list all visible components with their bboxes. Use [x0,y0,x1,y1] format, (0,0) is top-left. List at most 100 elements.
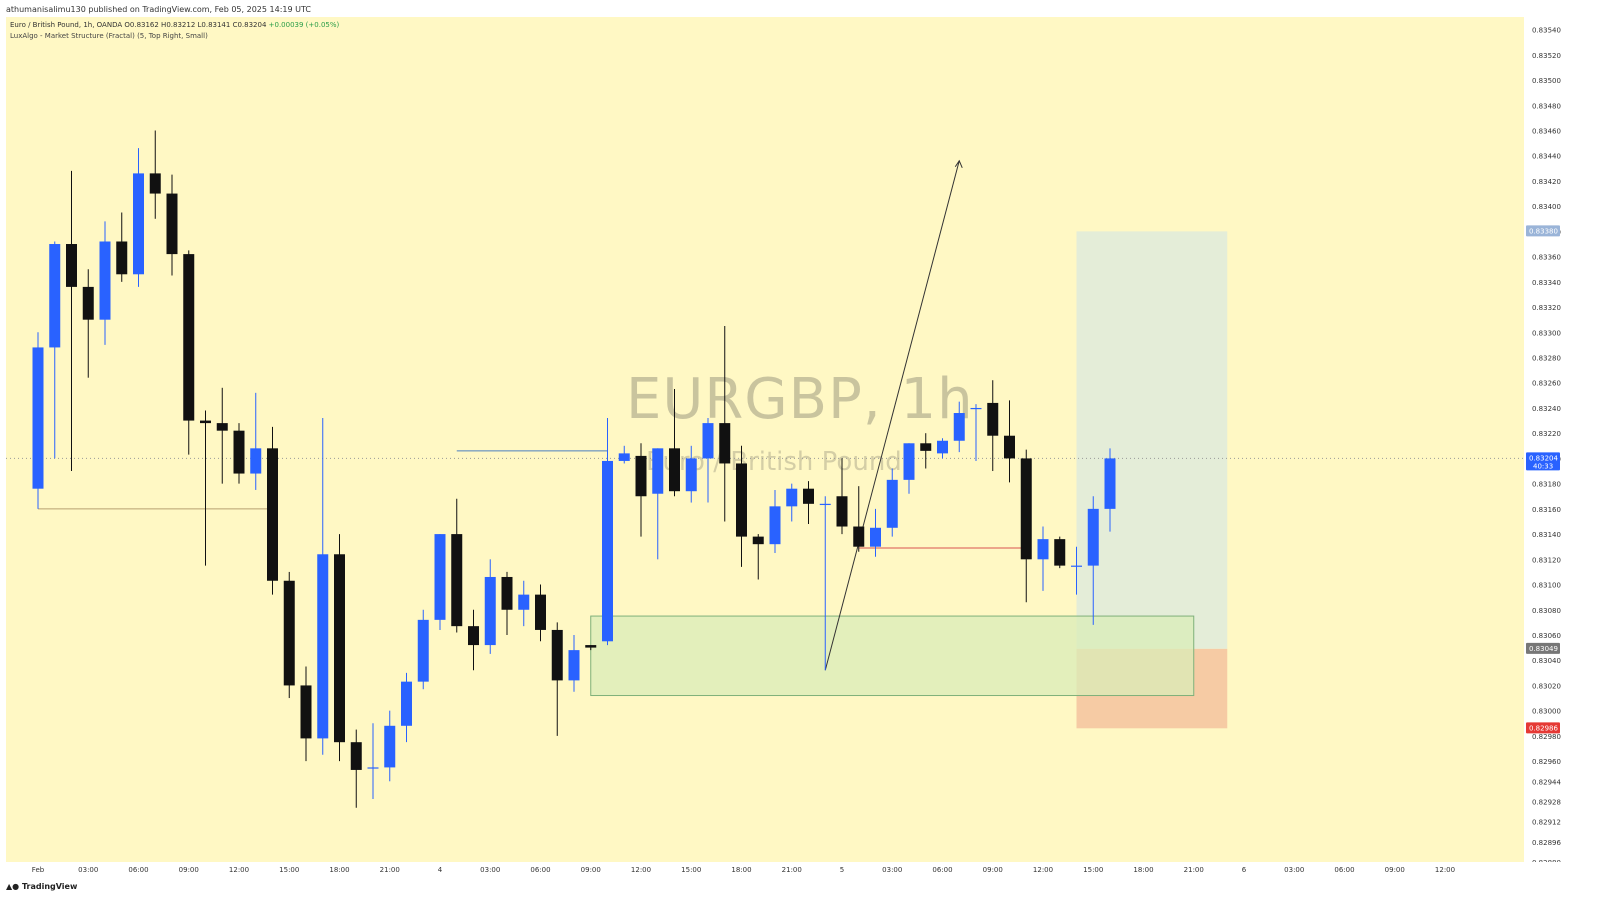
price-axis-scale[interactable]: 0.83540 0.83520 0.83500 0.83480 0.83460 0.834… [1524,17,1600,862]
candle-body [953,413,965,441]
chart-legend: Euro / British Pound, 1h, OANDA O0.83162… [10,20,339,42]
price-tick-label: 0.83180 [1532,481,1561,489]
price-tick-label: 0.83500 [1532,77,1561,85]
time-axis[interactable]: Feb 03:00 06:00 09:00 12:00 15:00 18:00 21:00 4 0… [6,862,1524,876]
time-tick-label: 5 [840,866,844,874]
candle-body [518,594,530,610]
current-price-label-bg [1526,452,1560,471]
candle-body [267,448,278,581]
candle-body [384,725,396,768]
time-tick-label: 06:00 [530,866,550,874]
price-axis[interactable]: 0.83540 0.83520 0.83500 0.83480 0.83460 0.834… [1524,17,1600,862]
price-tick-label: 0.83440 [1532,153,1561,161]
watermark-ticker: EURGBP, 1h [626,367,974,432]
candle-body [970,407,982,410]
candle-body [702,423,714,459]
candle-body [300,685,312,739]
target-price-label: 0.83380 [1529,227,1558,235]
price-tick-label: 0.83360 [1532,254,1561,262]
price-tick-label: 0.82896 [1532,839,1561,847]
price-tick-label: 0.83420 [1532,178,1561,186]
price-tick-label: 0.82960 [1532,758,1561,766]
price-tick-label: 0.82944 [1532,778,1561,786]
candle-body [769,506,781,545]
candle-body [501,576,513,610]
candle-body [568,650,580,681]
price-tick-label: 0.83080 [1532,607,1561,615]
demand-zone [590,615,1195,697]
time-tick-label: 6 [1242,866,1247,874]
time-tick-label: 12:00 [1033,866,1053,874]
candle-body [652,448,664,494]
price-tick-label: 0.83340 [1532,279,1561,287]
tradingview-brand-label: TradingView [21,882,78,891]
time-tick-label: 09:00 [983,866,1003,874]
price-tick-label: 0.83160 [1532,506,1561,514]
time-tick-label: 21:00 [380,866,400,874]
candle-body [920,443,932,451]
candle-body [1087,508,1099,566]
candlestick-chart[interactable] [6,17,1524,862]
candle-body [216,423,228,431]
price-tick-label: 0.83460 [1532,128,1561,136]
tradingview-logo-icon: ▲● [6,882,20,891]
legend-indicator[interactable]: LuxAlgo - Market Structure (Fractal) (5,… [10,32,208,40]
trendline-arrow-icon [954,159,963,168]
time-tick-label: 09:00 [1385,866,1405,874]
time-tick-label: 12:00 [1435,866,1455,874]
candle-body [1104,458,1116,509]
price-tick-label: 0.82980 [1532,733,1561,741]
price-tick-label: 0.83260 [1532,380,1561,388]
candle-body [66,244,77,287]
candle-body [669,448,680,492]
chart-pane[interactable]: EURGBP, 1h Euro / British Pound Euro / B… [6,17,1524,862]
candle-body [836,496,848,527]
time-tick-label: 09:00 [179,866,199,874]
target-zone [1076,231,1228,649]
candle-body [99,241,111,320]
time-tick-label: 06:00 [932,866,952,874]
legend-symbol[interactable]: Euro / British Pound, 1h, OANDA [10,21,123,29]
projection-trendline [824,160,960,671]
tradingview-brand: ▲● TradingView [6,882,77,891]
candle-body [451,534,463,627]
candle-body [736,463,747,537]
price-tick-label: 0.83540 [1532,27,1561,35]
candle-body [116,241,128,275]
price-tick-label: 0.83100 [1532,582,1561,590]
candle-body [434,534,446,620]
time-tick-label: 15:00 [279,866,299,874]
price-tick-label: 0.83300 [1532,329,1561,337]
price-tick-label: 0.83060 [1532,632,1561,640]
candle-body [602,460,613,642]
price-tick-label: 0.82912 [1532,819,1561,827]
entry-price-label-bg [1526,642,1560,654]
publisher-header: athumanisalimu130 published on TradingVi… [6,5,311,14]
price-tick-label: 0.82880 [1532,859,1561,862]
time-tick-label: 21:00 [1184,866,1204,874]
legend-ohlc: O0.83162 H0.83212 L0.83141 C0.83204 [124,21,267,29]
current-price-label: 0.83204 [1529,454,1558,462]
time-tick-label: 15:00 [1083,866,1103,874]
price-tick-label: 0.83140 [1532,531,1561,539]
legend-change: +0.00039 (+0.05%) [268,21,340,29]
time-tick-label: 12:00 [631,866,651,874]
candle-body [350,742,362,770]
candle-body [853,526,865,547]
time-tick-label: 18:00 [731,866,751,874]
price-tick-label: 0.82928 [1532,798,1561,806]
candle-body [82,286,94,320]
time-axis-scale[interactable]: Feb 03:00 06:00 09:00 12:00 15:00 18:00 21:00 4 0… [6,862,1524,876]
candle-body [719,423,731,464]
candle-body [401,681,412,726]
candle-body [870,527,881,547]
time-tick-label: 15:00 [681,866,701,874]
candle-body [1037,539,1049,560]
time-tick-label: 03:00 [882,866,902,874]
candle-body [367,767,379,769]
price-tick-label: 0.83400 [1532,203,1561,211]
candle-body [166,193,178,255]
price-tick-label: 0.83520 [1532,52,1561,60]
candle-body [752,536,764,545]
candle-body [49,244,61,348]
